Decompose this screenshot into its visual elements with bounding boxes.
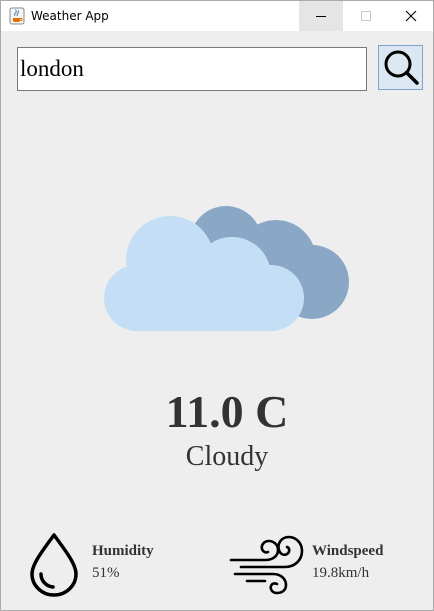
window-title: Weather App	[31, 9, 109, 23]
humidity-label: Humidity	[92, 543, 154, 559]
search-icon	[384, 50, 419, 85]
weather-condition-label: Cloudy	[185, 441, 269, 472]
close-icon	[405, 10, 417, 22]
minimize-button[interactable]	[299, 1, 343, 31]
wind-icon	[229, 535, 304, 595]
city-search-input[interactable]	[17, 47, 367, 91]
close-button[interactable]	[389, 1, 433, 31]
maximize-button[interactable]	[344, 1, 388, 31]
title-bar[interactable]: Weather App	[1, 1, 433, 31]
java-coffee-icon	[9, 7, 25, 25]
temperature-label: 11.0 C	[165, 386, 289, 437]
humidity-value: 51%	[92, 565, 120, 581]
search-button[interactable]	[378, 45, 423, 90]
minimize-icon	[316, 16, 326, 17]
windspeed-label: Windspeed	[312, 543, 384, 559]
water-drop-icon	[30, 533, 78, 597]
windspeed-value: 19.8km/h	[312, 565, 370, 581]
maximize-icon	[361, 11, 371, 21]
cloudy-icon	[104, 206, 349, 331]
